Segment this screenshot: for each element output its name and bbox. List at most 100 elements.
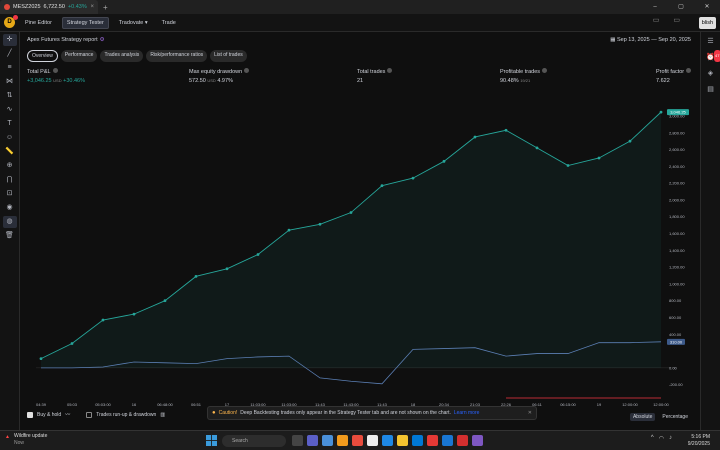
- info-icon[interactable]: [542, 68, 548, 73]
- trash-icon[interactable]: 🗑: [5, 232, 14, 239]
- app-top-bar: D Pine Editor Strategy Tester Tradovate …: [0, 14, 720, 32]
- youtube-icon[interactable]: [427, 435, 438, 446]
- new-tab-button[interactable]: +: [103, 2, 108, 12]
- tradingview-icon[interactable]: [367, 435, 378, 446]
- buy-hold-line: [41, 341, 662, 385]
- equity-point: [442, 159, 446, 163]
- volume-icon[interactable]: ♪: [669, 435, 672, 441]
- minimize-icon[interactable]: –: [653, 4, 657, 10]
- eye-icon[interactable]: ◉: [6, 204, 13, 211]
- buy-hold-last-value-tag: [667, 338, 685, 345]
- lock-icon[interactable]: ⊡: [6, 190, 13, 197]
- equity-chart[interactable]: 3,000.00 2,800.00 2,600.00 2,400.00 2,200.00…: [21, 33, 699, 430]
- runup-label: Trades run-up & drawdown: [96, 411, 157, 418]
- publish-button[interactable]: blish: [698, 17, 716, 29]
- x-tick-label: 11:03:00: [250, 402, 266, 407]
- subtab-overview[interactable]: Overview: [27, 50, 58, 62]
- edge-icon[interactable]: [382, 435, 393, 446]
- subtab-performance[interactable]: Performance: [60, 50, 98, 62]
- info-icon[interactable]: [52, 68, 58, 73]
- tab-change: +0.43%: [67, 4, 87, 10]
- ruler-icon[interactable]: 📏: [5, 148, 14, 155]
- equity-last-value-label: 3,046.25: [670, 110, 686, 115]
- position-icon[interactable]: ⇅: [6, 92, 13, 99]
- equity-point: [628, 139, 632, 143]
- metric-total-trades: Total trades 21: [357, 68, 393, 84]
- close-notice-icon[interactable]: ✕: [527, 410, 532, 416]
- y-tick-label: 0.00: [669, 365, 678, 370]
- amazon-icon[interactable]: [337, 435, 348, 446]
- teams-icon[interactable]: [307, 435, 318, 446]
- app2-icon[interactable]: [457, 435, 468, 446]
- chevron-up-icon[interactable]: ^: [650, 435, 654, 441]
- tab-trade[interactable]: Trade: [161, 19, 176, 26]
- metric-max-drawdown: Max equity drawdown 572.50 USD 4.97%: [189, 68, 250, 84]
- x-tick-label: 19: [597, 402, 602, 407]
- app3-icon[interactable]: [472, 435, 483, 446]
- date-range[interactable]: ▦ Sep 13, 2025 — Sep 20, 2025: [610, 37, 691, 43]
- percentage-button[interactable]: Percentage: [662, 414, 688, 420]
- windows-start-icon[interactable]: [206, 435, 217, 446]
- account-avatar[interactable]: D: [4, 15, 18, 28]
- fib-icon[interactable]: ≡: [7, 64, 12, 71]
- equity-point: [101, 318, 105, 322]
- x-tick-label: 06:48:00: [157, 402, 173, 407]
- browser-tab-bar: MESZ2025 6,722.50 +0.43% × + – ▢ ✕: [0, 0, 720, 14]
- learn-more-link[interactable]: Learn more: [453, 410, 480, 416]
- magnet-icon[interactable]: ⋂: [6, 176, 13, 183]
- subtab-risk-ratios[interactable]: Risk/performance ratios: [146, 50, 208, 62]
- weather-widget[interactable]: ▲ Wildfire update Now: [5, 433, 48, 446]
- store-icon[interactable]: [412, 435, 423, 446]
- outlook-icon[interactable]: [442, 435, 453, 446]
- equity-point: [349, 211, 353, 214]
- browser-tab[interactable]: MESZ2025 6,722.50 +0.43% ×: [0, 0, 98, 14]
- trendline-icon[interactable]: ╱: [7, 50, 12, 57]
- pattern-icon[interactable]: ⋈: [6, 78, 13, 85]
- left-drawing-toolbar: ✛ ╱ ≡ ⋈ ⇅ ∿ T ☺ 📏 ⊕ ⋂ ⊡ ◉ ◍ 🗑: [0, 32, 20, 430]
- caution-notice: ● Caution! Deep Backtesting trades only …: [207, 406, 537, 420]
- subtab-list-of-trades[interactable]: List of trades: [210, 50, 247, 62]
- info-icon[interactable]: [387, 68, 393, 73]
- zoom-icon[interactable]: ⊕: [6, 162, 13, 169]
- emoji-icon[interactable]: ☺: [5, 134, 14, 141]
- file-explorer-icon[interactable]: [397, 435, 408, 446]
- info-icon[interactable]: [244, 68, 250, 73]
- close-window-icon[interactable]: ✕: [704, 4, 710, 10]
- x-tick-label: 06:51: [191, 402, 202, 407]
- absolute-button[interactable]: Absolute: [629, 413, 656, 421]
- system-tray: ^ ◠ ♪: [651, 435, 672, 442]
- close-tab-icon[interactable]: ×: [90, 4, 94, 10]
- runup-checkbox[interactable]: [86, 411, 93, 418]
- taskview-icon[interactable]: [292, 435, 303, 446]
- widgets-icon[interactable]: [322, 435, 333, 446]
- alerts-badge: 47: [714, 50, 720, 62]
- info-icon[interactable]: [686, 68, 692, 73]
- equity-point: [194, 274, 198, 278]
- report-subtabs: Overview Performance Trades analysis Ris…: [27, 50, 247, 62]
- globe-icon[interactable]: ◍: [2, 216, 17, 228]
- text-icon[interactable]: T: [7, 120, 12, 127]
- tab-strategy-tester[interactable]: Strategy Tester: [61, 16, 109, 29]
- data-window-icon[interactable]: ▤: [707, 86, 714, 93]
- buy-hold-checkbox[interactable]: [27, 411, 33, 418]
- layers-icon[interactable]: ◈: [707, 70, 714, 77]
- alerts-icon[interactable]: ⏰ 47: [704, 50, 720, 64]
- wifi-icon[interactable]: ◠: [658, 436, 664, 442]
- equity-area: [41, 112, 661, 368]
- tab-pine-editor[interactable]: Pine Editor: [25, 19, 52, 26]
- crosshair-icon[interactable]: ✛: [2, 34, 17, 46]
- y-tick-label: 600.00: [669, 315, 682, 320]
- clock[interactable]: 5:16 PM 9/20/2025: [687, 434, 710, 447]
- app-icon[interactable]: [352, 435, 363, 446]
- report-title[interactable]: Apex Futures Strategy report ⚙: [27, 37, 105, 43]
- wave-icon[interactable]: ∿: [6, 106, 13, 113]
- panel-icon[interactable]: ▭: [673, 17, 680, 24]
- strategy-settings-icon[interactable]: ⚙: [99, 37, 105, 43]
- buy-hold-line-icon: 〰: [65, 412, 71, 418]
- taskbar-search[interactable]: Search: [222, 435, 286, 447]
- tab-tradovate[interactable]: Tradovate ▾: [118, 19, 148, 26]
- layout-icon[interactable]: ▭: [652, 17, 660, 24]
- watchlist-icon[interactable]: ☰: [707, 38, 714, 45]
- maximize-icon[interactable]: ▢: [678, 4, 684, 10]
- subtab-trades-analysis[interactable]: Trades analysis: [100, 50, 144, 62]
